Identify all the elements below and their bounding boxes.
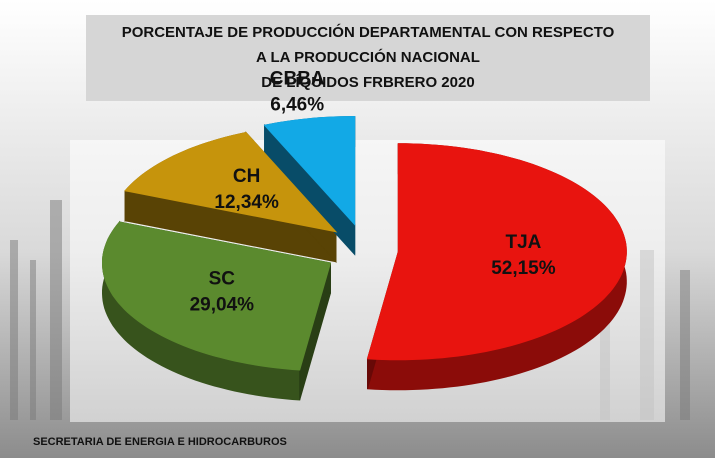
slice-value-label: 6,46%	[270, 94, 324, 115]
pie-tops	[102, 115, 627, 371]
slice-value-label: 12,34%	[214, 192, 279, 213]
slice-category-label: CH	[233, 166, 260, 187]
slice	[124, 131, 338, 233]
slice-category-label: TJA	[505, 232, 541, 253]
slice-value-label: 52,15%	[491, 258, 556, 279]
slice-category-label: CBBA	[270, 68, 325, 89]
pie-labels: TJA 52,15% SC 29,04% CH 12,34% CBBA 6,46%	[190, 68, 556, 315]
slice	[366, 143, 627, 361]
slice-category-label: SC	[209, 269, 236, 290]
slice	[263, 115, 356, 226]
slice	[102, 221, 332, 371]
chart-title: DE LÍQUIDOS FRBRERO 2020	[261, 74, 474, 91]
source-note: SECRETARIA DE ENERGIA E HIDROCARBUROS	[33, 436, 287, 448]
chart-title: A LA PRODUCCIÓN NACIONAL	[256, 48, 480, 66]
slice-value-label: 29,04%	[190, 295, 255, 316]
title-box	[86, 15, 650, 101]
chart-title: PORCENTAJE DE PRODUCCIÓN DEPARTAMENTAL C…	[122, 23, 615, 41]
